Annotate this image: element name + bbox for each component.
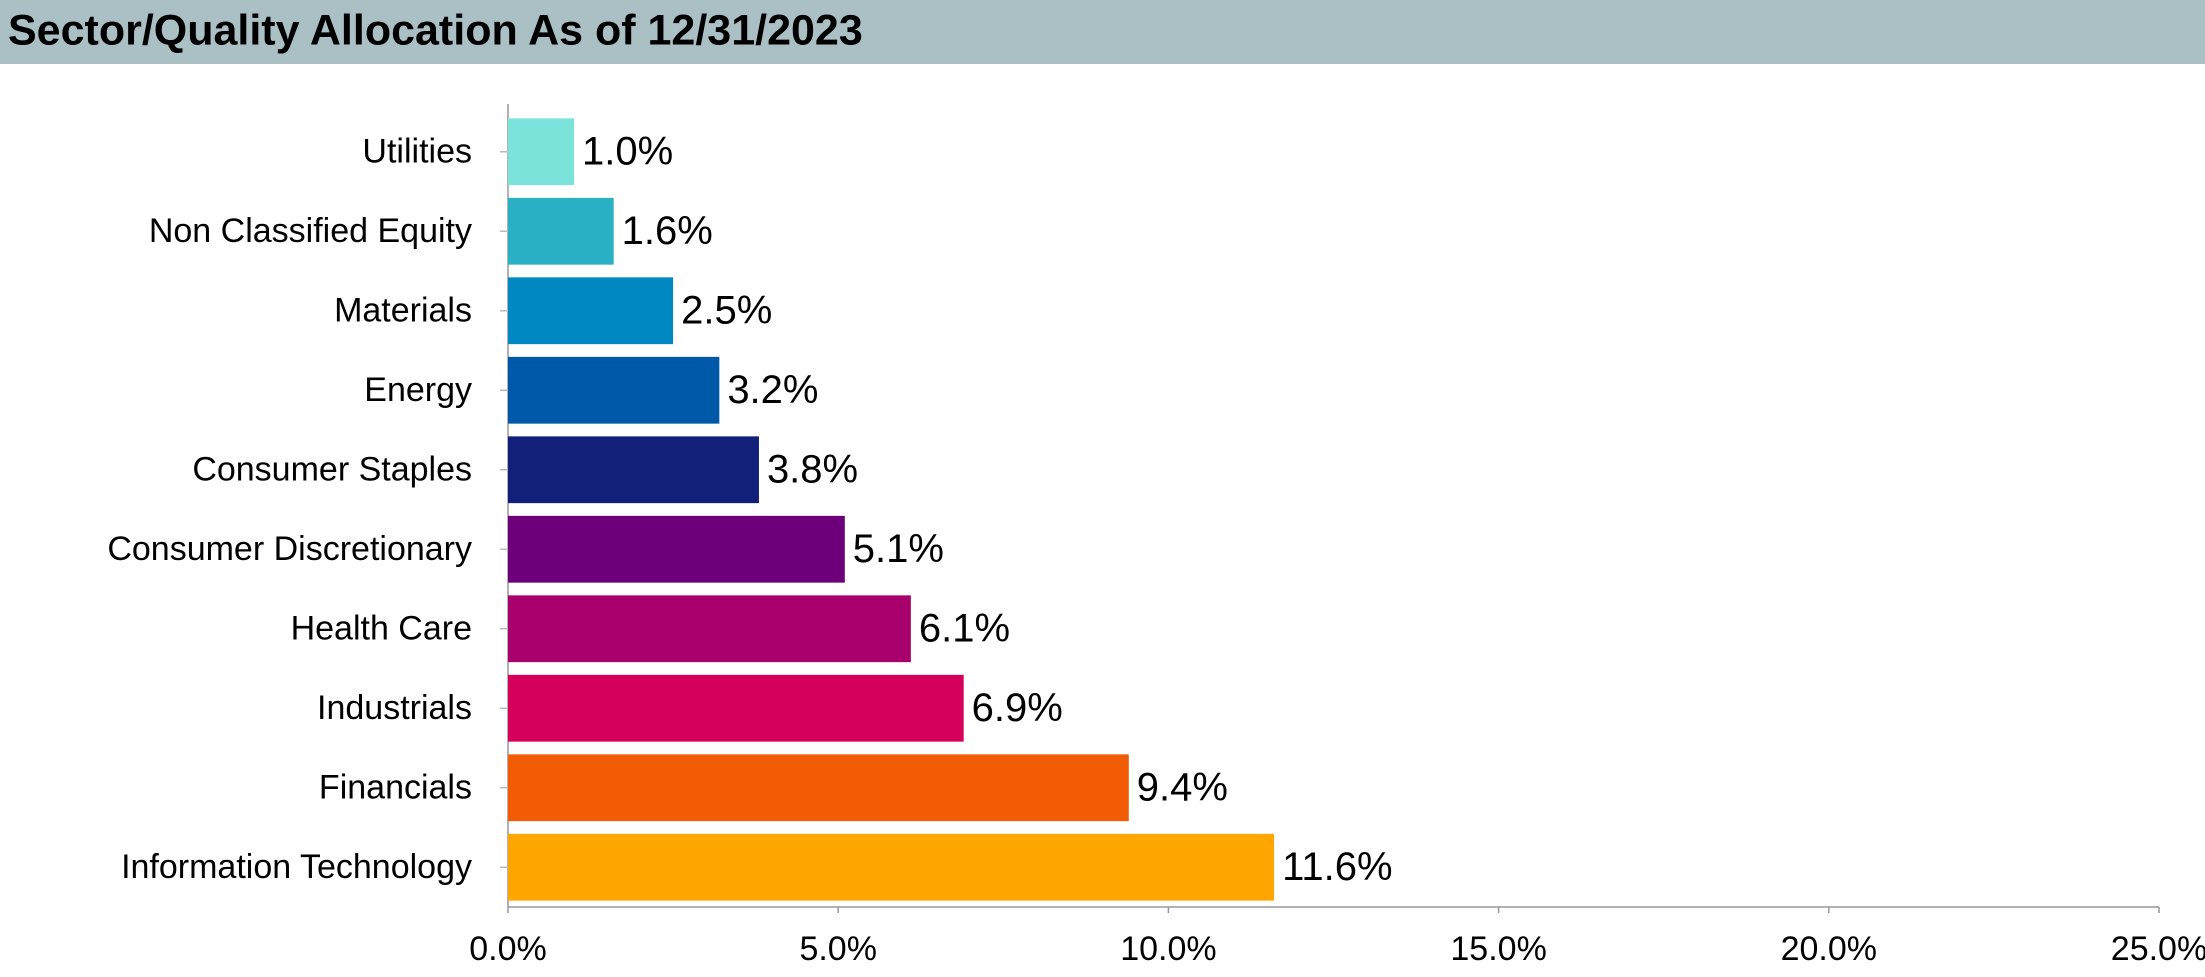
bar	[508, 118, 575, 186]
value-label: 6.1%	[919, 606, 1010, 650]
y-tick-label: Utilities	[362, 133, 472, 171]
x-tick-label: 20.0%	[1781, 930, 1877, 968]
x-tick-label: 5.0%	[799, 930, 877, 968]
value-label: 1.6%	[622, 209, 713, 253]
bar	[508, 436, 759, 504]
y-tick-label: Materials	[334, 292, 472, 330]
value-label: 2.5%	[681, 288, 772, 332]
title-bar	[0, 0, 2205, 64]
y-tick-label: Industrials	[317, 689, 472, 727]
bar	[508, 833, 1275, 901]
x-tick-label: 25.0%	[2111, 930, 2205, 968]
value-label: 1.0%	[582, 129, 673, 173]
bar	[508, 674, 964, 742]
bar	[508, 754, 1129, 822]
x-tick-label: 0.0%	[469, 930, 547, 968]
x-tick-label: 10.0%	[1120, 930, 1216, 968]
value-label: 3.2%	[727, 368, 818, 412]
bar	[508, 277, 674, 345]
bar	[508, 197, 614, 265]
bar	[508, 356, 720, 424]
value-label: 11.6%	[1282, 845, 1392, 889]
y-tick-label: Consumer Discretionary	[107, 530, 472, 568]
y-tick-label: Non Classified Equity	[149, 212, 472, 250]
value-label: 9.4%	[1137, 765, 1228, 809]
y-tick-label: Consumer Staples	[192, 451, 472, 489]
bar	[508, 515, 845, 583]
y-tick-label: Energy	[364, 371, 472, 409]
chart-title: Sector/Quality Allocation As of 12/31/20…	[8, 6, 863, 54]
x-tick-label: 15.0%	[1450, 930, 1546, 968]
bar	[508, 595, 911, 663]
y-tick-label: Financials	[319, 769, 472, 807]
y-tick-label: Information Technology	[121, 848, 472, 886]
value-label: 3.8%	[767, 447, 858, 491]
value-label: 5.1%	[853, 527, 944, 571]
y-tick-label: Health Care	[291, 610, 472, 648]
value-label: 6.9%	[972, 686, 1063, 730]
